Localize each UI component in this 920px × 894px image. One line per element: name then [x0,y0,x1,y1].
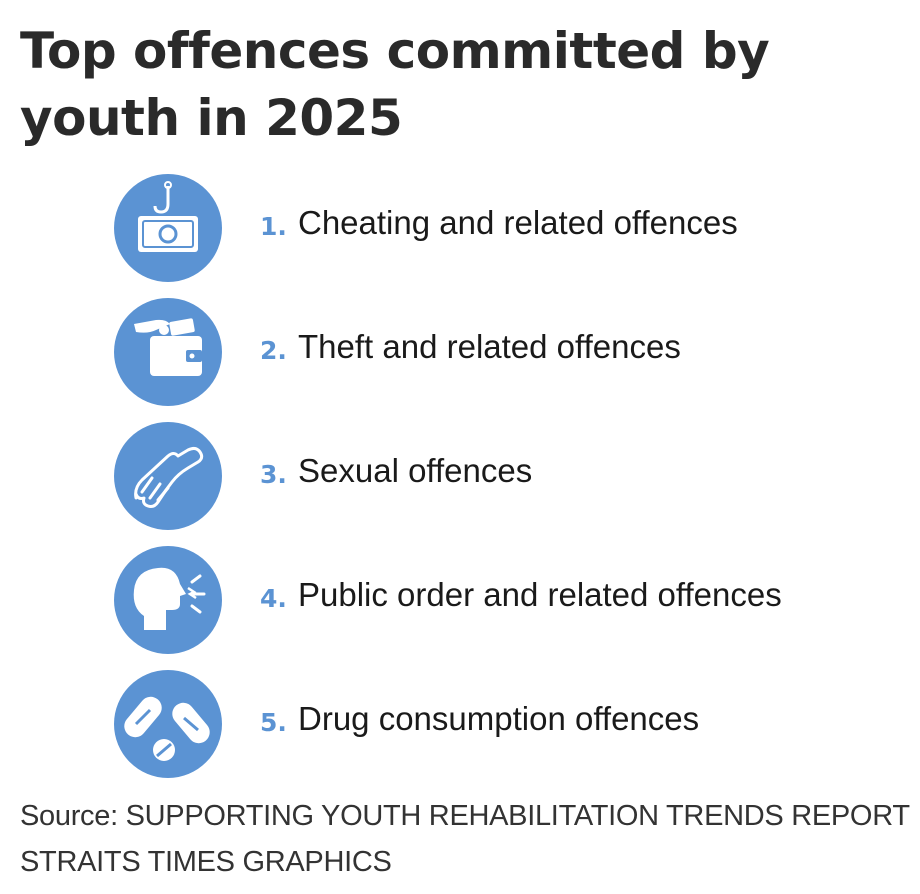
hand-wallet-icon [114,298,222,406]
item-label: Public order and related offences [298,576,782,613]
list-item: 1. Cheating and related offences [114,174,834,282]
item-label: Theft and related offences [298,328,681,365]
item-number: 5. [260,708,287,737]
item-number: 2. [260,336,287,365]
item-label: Drug consumption offences [298,700,700,737]
item-number: 4. [260,584,287,613]
source-text: Source: SUPPORTING YOUTH REHABILITATION … [20,800,910,832]
item-number: 3. [260,460,287,489]
item-number: 1. [260,212,287,241]
list-item: 5. Drug consumption offences [114,670,834,778]
page-title: Top offences committed by youth in 2025 [20,18,770,152]
money-hook-icon [114,174,222,282]
shouting-head-icon [114,546,222,654]
credit-text: STRAITS TIMES GRAPHICS [20,846,392,878]
title-line-1: Top offences committed by [20,22,770,80]
pills-icon [114,670,222,778]
list-item: 2. Theft and related offences [114,298,834,406]
item-label: Cheating and related offences [298,204,738,241]
list-item: 4. Public order and related offences [114,546,834,654]
item-label: Sexual offences [298,452,533,489]
hand-icon [114,422,222,530]
title-line-2: youth in 2025 [20,89,403,147]
list-item: 3. Sexual offences [114,422,834,530]
